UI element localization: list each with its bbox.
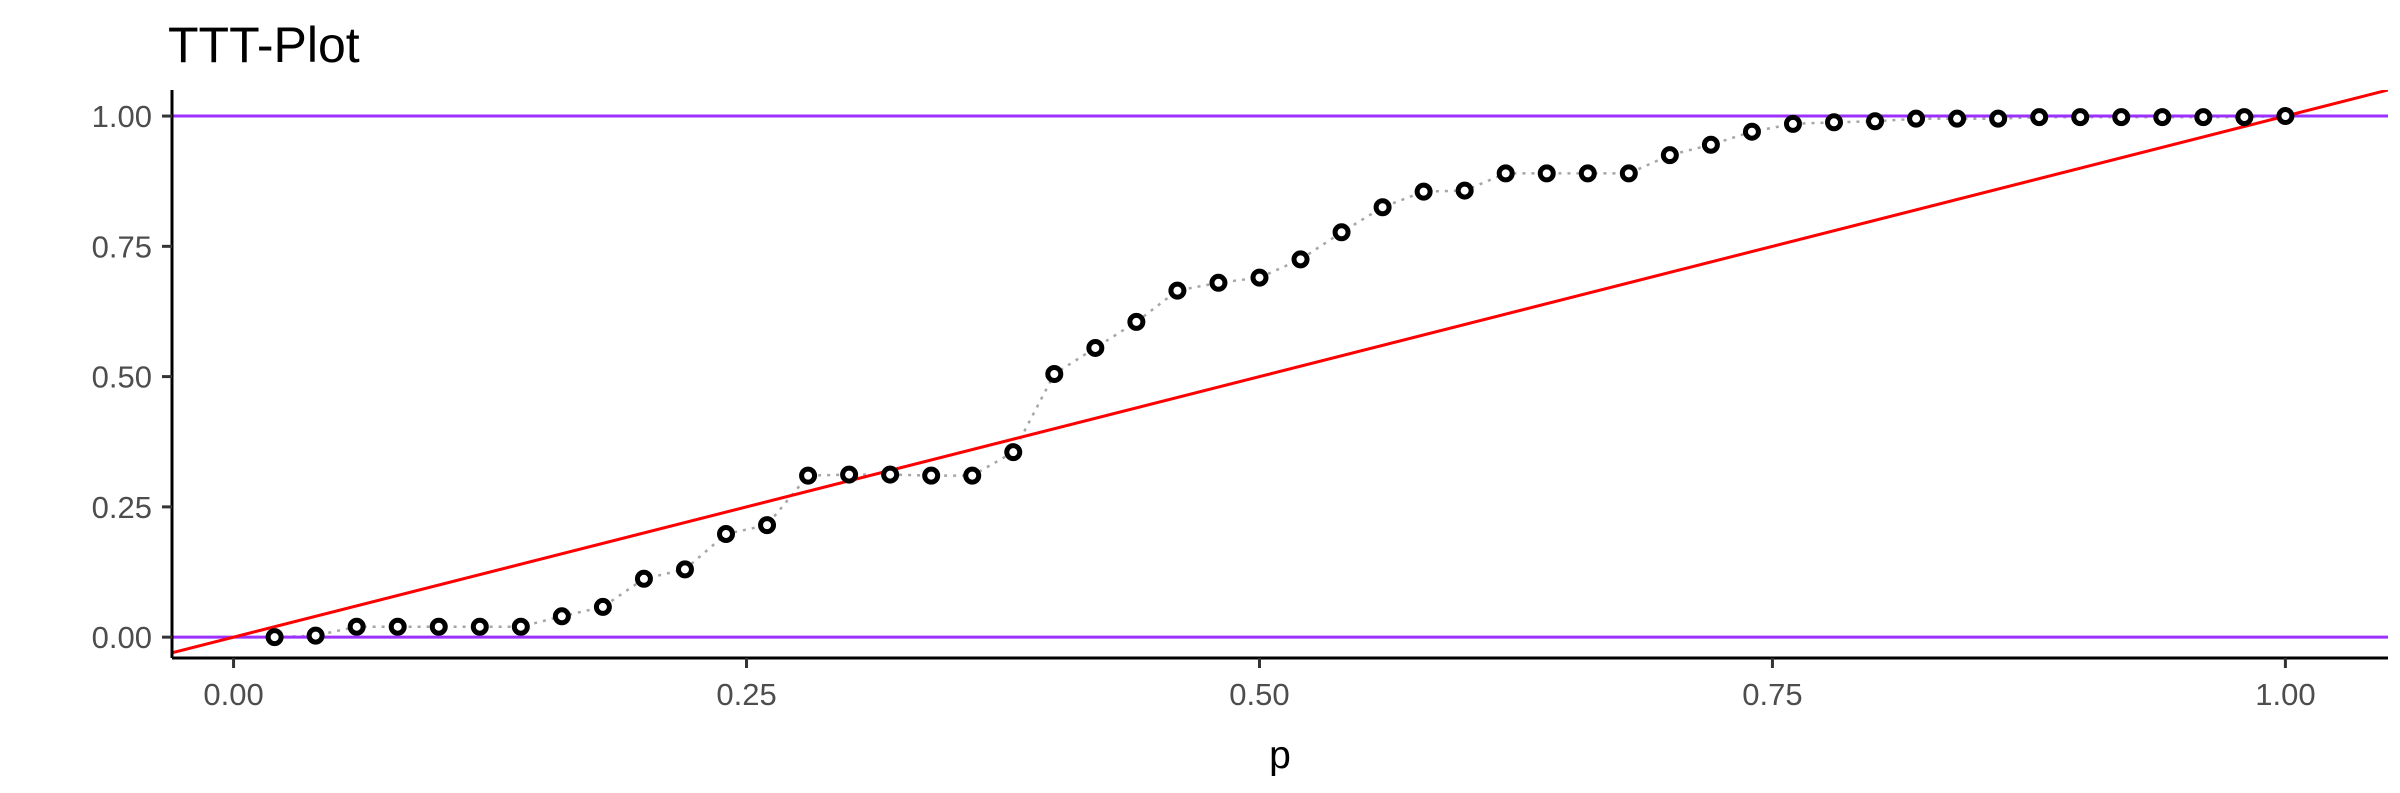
data-point-3 [388, 617, 407, 636]
y-tick-label-0: 0.00 [92, 620, 152, 655]
data-point-43 [2030, 108, 2049, 127]
chart-title: TTT-Plot [168, 17, 360, 73]
data-point-33 [1619, 164, 1638, 183]
data-point-47 [2194, 108, 2213, 127]
plot-panel [172, 90, 2388, 655]
data-point-26 [1332, 223, 1351, 242]
y-axis-ticks: 0.00 0.25 0.50 0.75 1.00 [92, 99, 172, 655]
data-point-8 [593, 597, 612, 616]
data-point-0 [265, 628, 284, 647]
data-point-35 [1701, 135, 1720, 154]
data-point-25 [1291, 250, 1310, 269]
data-point-39 [1866, 112, 1885, 131]
y-tick-label-4: 1.00 [92, 99, 152, 134]
y-tick-label-2: 0.50 [92, 360, 152, 395]
data-point-17 [963, 466, 982, 485]
x-axis-label: p [1269, 734, 1291, 777]
data-point-41 [1948, 109, 1967, 128]
data-point-1 [306, 626, 325, 645]
data-point-22 [1168, 281, 1187, 300]
data-point-40 [1907, 109, 1926, 128]
y-tick-label-3: 0.75 [92, 229, 152, 264]
data-point-45 [2112, 108, 2131, 127]
data-point-16 [922, 466, 941, 485]
connector-path [274, 114, 2286, 639]
data-point-13 [799, 466, 818, 485]
data-point-49 [2276, 107, 2295, 126]
x-tick-label-4: 1.00 [2255, 677, 2315, 712]
data-point-18 [1004, 443, 1023, 462]
data-point-12 [758, 516, 777, 535]
y-tick-label-1: 0.25 [92, 490, 152, 525]
data-point-24 [1250, 268, 1269, 287]
x-tick-label-0: 0.00 [203, 677, 263, 712]
data-point-11 [717, 524, 735, 543]
data-point-2 [347, 617, 366, 636]
axes: 0.00 0.25 0.50 0.75 1.00 0.00 0.25 0.50 0.75 1.0… [92, 90, 2388, 712]
data-point-27 [1373, 198, 1392, 217]
data-point-31 [1537, 164, 1556, 183]
data-point-34 [1660, 146, 1679, 165]
data-point-6 [511, 617, 530, 636]
data-point-30 [1496, 164, 1515, 183]
data-point-29 [1455, 181, 1474, 200]
x-tick-label-1: 0.25 [716, 677, 776, 712]
data-point-32 [1578, 164, 1597, 183]
data-point-4 [429, 617, 448, 636]
reference-lines [172, 90, 2388, 655]
data-point-14 [840, 465, 859, 484]
data-point-23 [1209, 273, 1228, 292]
data-point-21 [1127, 312, 1146, 331]
x-tick-label-2: 0.50 [1229, 677, 1289, 712]
data-points [265, 107, 2295, 647]
diagonal-reference-line [172, 90, 2388, 655]
x-axis-ticks: 0.00 0.25 0.50 0.75 1.00 [203, 658, 2316, 712]
data-point-15 [881, 465, 900, 484]
data-point-36 [1742, 122, 1761, 141]
data-point-37 [1783, 114, 1802, 133]
data-point-44 [2071, 108, 2090, 127]
data-point-5 [470, 617, 489, 636]
x-tick-label-3: 0.75 [1742, 677, 1802, 712]
data-point-46 [2153, 108, 2172, 127]
data-point-9 [634, 569, 653, 588]
data-point-28 [1414, 182, 1433, 201]
data-point-7 [552, 607, 571, 626]
data-point-20 [1086, 338, 1105, 357]
data-point-19 [1045, 365, 1064, 383]
connector-line [274, 114, 2286, 639]
data-point-48 [2235, 108, 2254, 127]
data-point-10 [675, 560, 694, 579]
data-point-42 [1989, 109, 2008, 128]
data-point-38 [1825, 113, 1843, 132]
